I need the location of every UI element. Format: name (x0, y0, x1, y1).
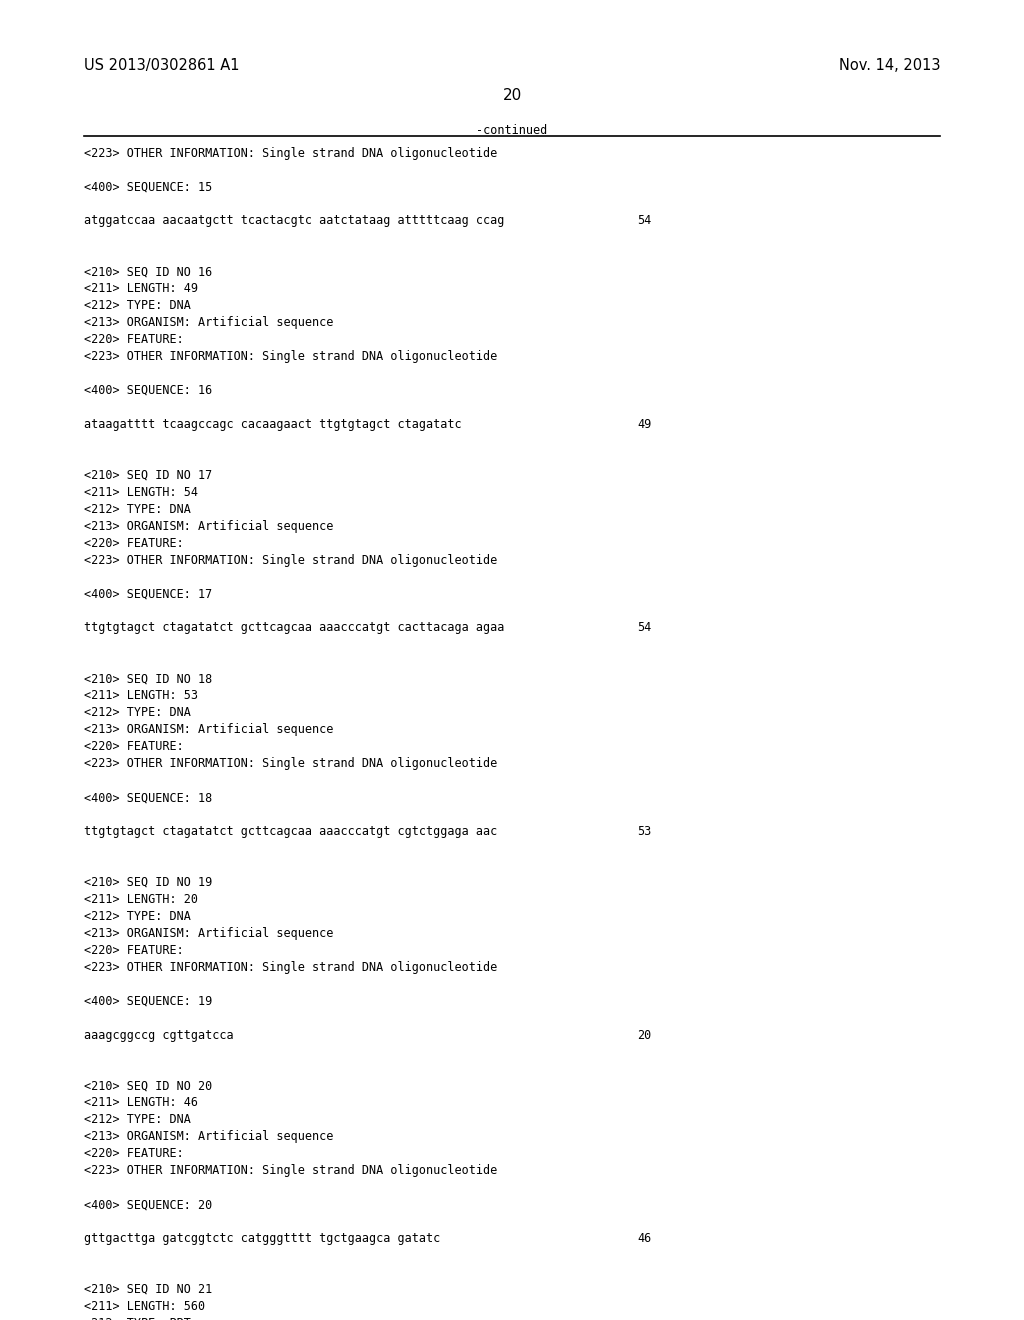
Text: <400> SEQUENCE: 20: <400> SEQUENCE: 20 (84, 1199, 212, 1212)
Text: <211> LENGTH: 49: <211> LENGTH: 49 (84, 282, 198, 296)
Text: <213> ORGANISM: Artificial sequence: <213> ORGANISM: Artificial sequence (84, 520, 334, 533)
Text: <400> SEQUENCE: 18: <400> SEQUENCE: 18 (84, 791, 212, 804)
Text: <220> FEATURE:: <220> FEATURE: (84, 1147, 183, 1160)
Text: aaagcggccg cgttgatcca: aaagcggccg cgttgatcca (84, 1028, 233, 1041)
Text: <223> OTHER INFORMATION: Single strand DNA oligonucleotide: <223> OTHER INFORMATION: Single strand D… (84, 1164, 498, 1177)
Text: <212> TYPE: PRT: <212> TYPE: PRT (84, 1317, 190, 1320)
Text: <213> ORGANISM: Artificial sequence: <213> ORGANISM: Artificial sequence (84, 317, 334, 329)
Text: <223> OTHER INFORMATION: Single strand DNA oligonucleotide: <223> OTHER INFORMATION: Single strand D… (84, 758, 498, 770)
Text: <210> SEQ ID NO 19: <210> SEQ ID NO 19 (84, 876, 212, 888)
Text: 46: 46 (637, 1232, 651, 1245)
Text: 54: 54 (637, 622, 651, 635)
Text: <220> FEATURE:: <220> FEATURE: (84, 944, 183, 957)
Text: <210> SEQ ID NO 17: <210> SEQ ID NO 17 (84, 469, 212, 482)
Text: <400> SEQUENCE: 19: <400> SEQUENCE: 19 (84, 995, 212, 1007)
Text: atggatccaa aacaatgctt tcactacgtc aatctataag atttttcaag ccag: atggatccaa aacaatgctt tcactacgtc aatctat… (84, 214, 505, 227)
Text: <400> SEQUENCE: 15: <400> SEQUENCE: 15 (84, 181, 212, 194)
Text: <220> FEATURE:: <220> FEATURE: (84, 741, 183, 754)
Text: <220> FEATURE:: <220> FEATURE: (84, 333, 183, 346)
Text: Nov. 14, 2013: Nov. 14, 2013 (839, 58, 940, 73)
Text: <211> LENGTH: 560: <211> LENGTH: 560 (84, 1300, 205, 1313)
Text: <211> LENGTH: 54: <211> LENGTH: 54 (84, 486, 198, 499)
Text: <213> ORGANISM: Artificial sequence: <213> ORGANISM: Artificial sequence (84, 1130, 334, 1143)
Text: <400> SEQUENCE: 16: <400> SEQUENCE: 16 (84, 384, 212, 397)
Text: 49: 49 (637, 418, 651, 430)
Text: <223> OTHER INFORMATION: Single strand DNA oligonucleotide: <223> OTHER INFORMATION: Single strand D… (84, 553, 498, 566)
Text: 20: 20 (637, 1028, 651, 1041)
Text: ttgtgtagct ctagatatct gcttcagcaa aaacccatgt cgtctggaga aac: ttgtgtagct ctagatatct gcttcagcaa aaaccca… (84, 825, 498, 838)
Text: <211> LENGTH: 46: <211> LENGTH: 46 (84, 1097, 198, 1109)
Text: <210> SEQ ID NO 16: <210> SEQ ID NO 16 (84, 265, 212, 279)
Text: 53: 53 (637, 825, 651, 838)
Text: <400> SEQUENCE: 17: <400> SEQUENCE: 17 (84, 587, 212, 601)
Text: ttgtgtagct ctagatatct gcttcagcaa aaacccatgt cacttacaga agaa: ttgtgtagct ctagatatct gcttcagcaa aaaccca… (84, 622, 505, 635)
Text: gttgacttga gatcggtctc catgggtttt tgctgaagca gatatc: gttgacttga gatcggtctc catgggtttt tgctgaa… (84, 1232, 440, 1245)
Text: <212> TYPE: DNA: <212> TYPE: DNA (84, 909, 190, 923)
Text: <213> ORGANISM: Artificial sequence: <213> ORGANISM: Artificial sequence (84, 927, 334, 940)
Text: <211> LENGTH: 20: <211> LENGTH: 20 (84, 892, 198, 906)
Text: <210> SEQ ID NO 20: <210> SEQ ID NO 20 (84, 1080, 212, 1093)
Text: 54: 54 (637, 214, 651, 227)
Text: <223> OTHER INFORMATION: Single strand DNA oligonucleotide: <223> OTHER INFORMATION: Single strand D… (84, 350, 498, 363)
Text: US 2013/0302861 A1: US 2013/0302861 A1 (84, 58, 240, 73)
Text: <212> TYPE: DNA: <212> TYPE: DNA (84, 706, 190, 719)
Text: <210> SEQ ID NO 18: <210> SEQ ID NO 18 (84, 672, 212, 685)
Text: <223> OTHER INFORMATION: Single strand DNA oligonucleotide: <223> OTHER INFORMATION: Single strand D… (84, 147, 498, 160)
Text: <223> OTHER INFORMATION: Single strand DNA oligonucleotide: <223> OTHER INFORMATION: Single strand D… (84, 961, 498, 974)
Text: <213> ORGANISM: Artificial sequence: <213> ORGANISM: Artificial sequence (84, 723, 334, 737)
Text: <212> TYPE: DNA: <212> TYPE: DNA (84, 300, 190, 312)
Text: -continued: -continued (476, 124, 548, 137)
Text: ataagatttt tcaagccagc cacaagaact ttgtgtagct ctagatatc: ataagatttt tcaagccagc cacaagaact ttgtgta… (84, 418, 462, 430)
Text: <211> LENGTH: 53: <211> LENGTH: 53 (84, 689, 198, 702)
Text: <212> TYPE: DNA: <212> TYPE: DNA (84, 503, 190, 516)
Text: <212> TYPE: DNA: <212> TYPE: DNA (84, 1113, 190, 1126)
Text: 20: 20 (503, 88, 521, 103)
Text: <220> FEATURE:: <220> FEATURE: (84, 537, 183, 549)
Text: <210> SEQ ID NO 21: <210> SEQ ID NO 21 (84, 1283, 212, 1296)
